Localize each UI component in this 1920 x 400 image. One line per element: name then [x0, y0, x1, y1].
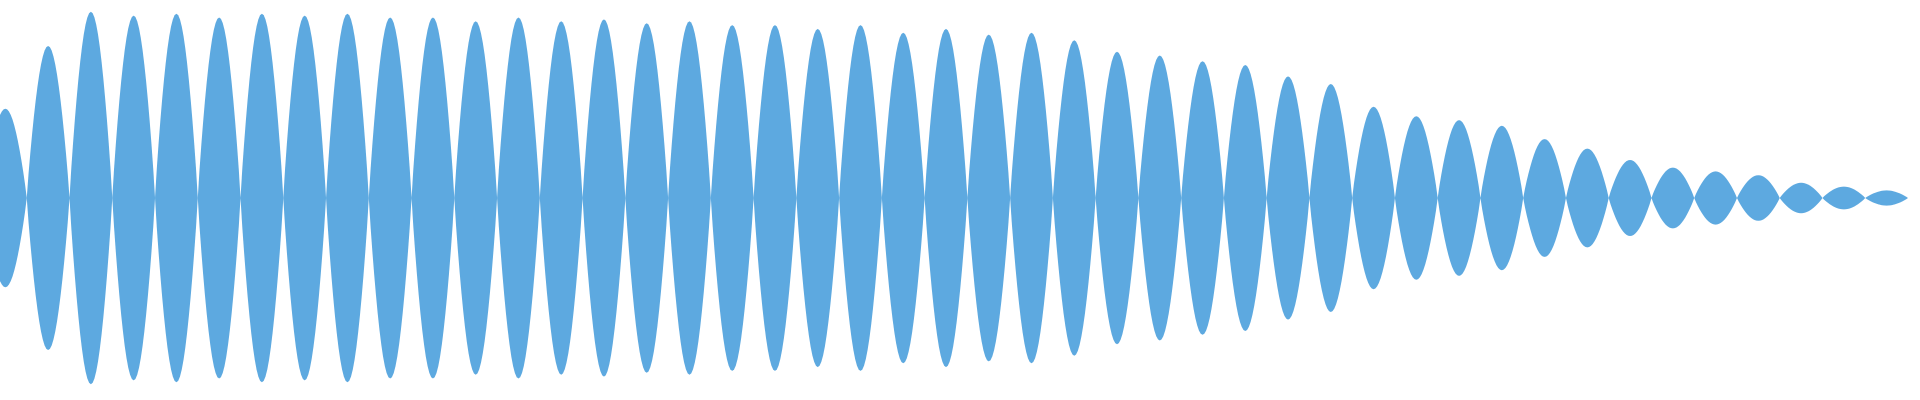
waveform-lobe: [368, 17, 412, 379]
waveform-lobe: [1565, 148, 1609, 248]
waveform-lobe: [69, 11, 113, 385]
waveform-lobe: [497, 17, 540, 379]
waveform-lobe: [967, 34, 1011, 362]
waveform-lobe: [1352, 106, 1395, 290]
waveform-lobe: [454, 21, 498, 375]
waveform-lobe: [881, 32, 925, 364]
waveform-lobe: [1266, 76, 1310, 320]
waveform-lobe: [1394, 116, 1438, 280]
waveform-lobe: [283, 15, 327, 381]
waveform-lobe: [112, 15, 156, 381]
waveform-lobe: [1010, 32, 1053, 364]
waveform-lobe: [710, 25, 754, 371]
waveform-lobe: [1523, 139, 1566, 257]
waveform-lobe: [326, 13, 369, 383]
waveform-lobe: [1095, 51, 1139, 345]
waveform-lobe: [1437, 120, 1481, 276]
waveform-lobe: [240, 13, 284, 383]
waveform-lobe: [411, 17, 455, 379]
waveform-lobes: [0, 11, 1908, 385]
waveform-lobe: [1865, 190, 1908, 206]
waveform-lobe: [839, 25, 882, 371]
waveform-lobe: [0, 108, 27, 288]
waveform-lobe: [668, 21, 711, 375]
waveform-lobe: [924, 28, 968, 368]
waveform-lobe: [155, 13, 198, 383]
waveform-lobe: [625, 23, 669, 373]
waveform-lobe: [1181, 61, 1224, 335]
waveform-lobe: [1480, 125, 1524, 271]
waveform-lobe: [539, 21, 583, 375]
waveform-lobe: [1052, 40, 1096, 356]
waveform-lobe: [1779, 182, 1823, 214]
waveform-lobe: [753, 25, 797, 371]
waveform-lobe: [582, 19, 626, 377]
waveform-lobe: [1138, 55, 1182, 341]
waveform-lobe: [1223, 65, 1267, 331]
waveform-lobe: [1694, 171, 1737, 225]
waveform-lobe: [1736, 175, 1780, 221]
waveform-lobe: [197, 17, 241, 379]
waveform-lobe: [1309, 84, 1353, 312]
waveform-lobe: [1822, 186, 1866, 210]
waveform-lobe: [1608, 160, 1652, 236]
waveform-lobe: [796, 28, 840, 368]
waveform-lobe: [26, 46, 70, 350]
waveform-lobe: [1651, 167, 1695, 229]
